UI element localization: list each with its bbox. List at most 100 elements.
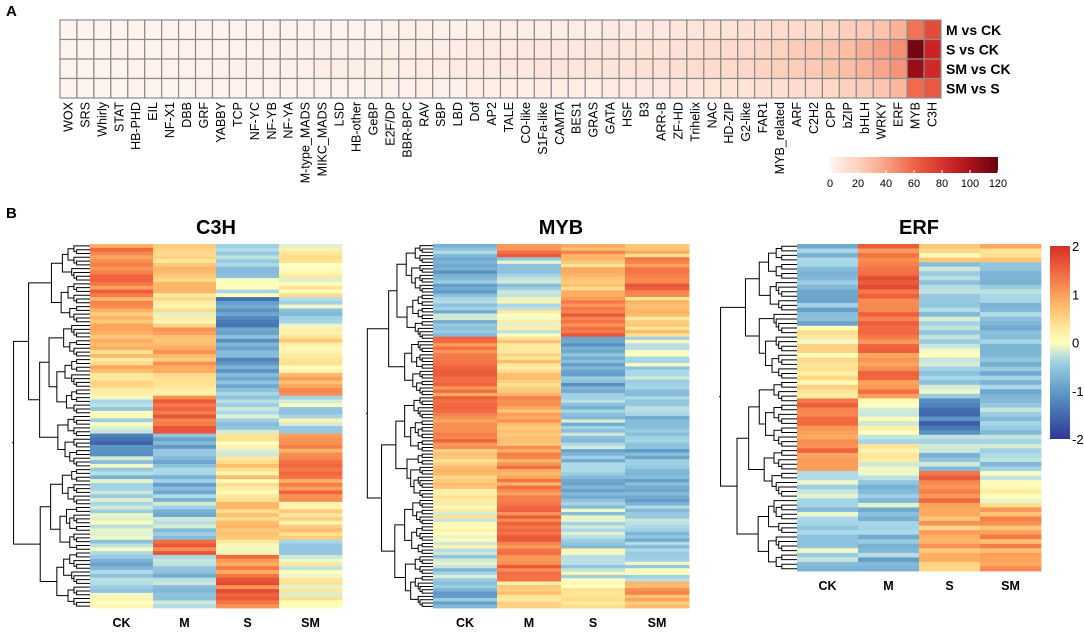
heat-cell xyxy=(497,386,562,390)
heatmap-column-label: SM xyxy=(1001,579,1020,593)
heat-cell xyxy=(499,58,519,80)
heat-cell xyxy=(838,19,857,41)
heat-cell xyxy=(561,601,626,606)
heat-cell xyxy=(279,403,343,408)
heat-cell xyxy=(855,19,874,41)
dendrogram-branch xyxy=(781,254,797,261)
heat-cell xyxy=(216,372,280,378)
heat-cell xyxy=(889,19,908,41)
heat-cell xyxy=(625,260,690,265)
heat-cell xyxy=(980,316,1042,322)
heat-cell xyxy=(90,357,154,362)
heat-cell xyxy=(561,373,626,377)
heat-cell xyxy=(980,357,1042,363)
dendrogram-branch xyxy=(69,452,77,462)
heat-cell xyxy=(153,361,217,366)
heat-cell xyxy=(364,77,383,99)
heat-cell xyxy=(980,561,1042,567)
heat-cell xyxy=(858,293,920,299)
heat-cell xyxy=(90,403,154,408)
heat-cell xyxy=(90,300,154,306)
heat-cell xyxy=(216,338,280,343)
dendrogram-branch xyxy=(61,474,72,494)
heat-cell xyxy=(497,303,562,308)
heat-cell xyxy=(561,277,626,281)
heat-cell xyxy=(497,505,562,510)
dendrogram-branch xyxy=(412,299,419,314)
heat-cell xyxy=(59,77,78,99)
heat-cell xyxy=(497,409,562,414)
heat-cell xyxy=(433,406,498,410)
heat-cell xyxy=(980,439,1042,445)
heat-cell xyxy=(980,248,1042,254)
column-label: DBB xyxy=(180,102,194,128)
heat-cell xyxy=(980,502,1042,508)
heat-cell xyxy=(919,353,981,358)
heat-cell xyxy=(980,443,1042,449)
heat-cell xyxy=(90,270,154,275)
dendrogram-branch xyxy=(421,380,433,386)
heat-cell xyxy=(153,289,217,294)
heat-cell xyxy=(433,244,498,248)
heat-cell xyxy=(787,77,807,99)
heat-cell xyxy=(153,562,217,567)
heat-cell xyxy=(737,38,756,60)
heat-cell xyxy=(625,392,690,397)
heat-cell xyxy=(561,469,626,473)
heat-cell xyxy=(433,591,498,596)
heat-cell xyxy=(797,375,859,381)
heat-cell xyxy=(980,398,1042,404)
heat-cell xyxy=(216,414,280,419)
heat-cell xyxy=(561,508,626,513)
heat-cell xyxy=(497,250,562,255)
heat-cell xyxy=(919,266,981,272)
heat-cell xyxy=(497,568,562,572)
heat-cell xyxy=(90,410,154,416)
dendrogram-branch xyxy=(419,566,433,573)
heat-cell xyxy=(980,421,1042,427)
heat-cell xyxy=(153,247,217,252)
heat-cell xyxy=(561,330,626,334)
heat-cell xyxy=(561,564,626,569)
heat-cell xyxy=(153,509,217,514)
heat-cell xyxy=(90,365,154,370)
heat-cell xyxy=(497,366,562,371)
column-label: M-type_MADS xyxy=(299,102,313,183)
colorbar-tick-label: 20 xyxy=(852,178,864,190)
heat-cell xyxy=(216,312,280,317)
panel-a-label: A xyxy=(6,3,17,20)
heat-cell xyxy=(90,444,154,450)
heat-cell xyxy=(561,253,626,258)
heat-cell xyxy=(90,460,154,465)
heat-cell xyxy=(980,452,1042,458)
dendrogram-branch xyxy=(73,438,90,446)
heat-cell xyxy=(482,77,502,99)
dendrogram-branch xyxy=(419,397,433,404)
heat-cell xyxy=(279,335,343,340)
dendrogram-branch xyxy=(773,313,797,324)
dendrogram-branch xyxy=(405,252,416,276)
heat-cell xyxy=(497,316,562,321)
heat-cell xyxy=(144,58,163,80)
heat-cell xyxy=(216,524,280,529)
heat-cell xyxy=(90,528,154,533)
heat-cell xyxy=(433,564,498,569)
dendrogram-branch xyxy=(28,282,52,401)
dendrogram-branch xyxy=(417,544,423,553)
dendrogram-branch xyxy=(73,378,90,385)
heat-cell xyxy=(177,38,197,60)
heat-cell xyxy=(216,498,280,503)
heat-cell xyxy=(561,412,626,417)
heat-cell xyxy=(497,247,562,252)
heat-cell xyxy=(787,19,807,41)
heat-cell xyxy=(90,498,154,503)
heat-cell xyxy=(561,326,626,331)
heat-cell xyxy=(216,463,280,469)
dendrogram-branch xyxy=(69,536,77,548)
heat-cell xyxy=(980,557,1042,563)
heat-cell xyxy=(279,331,343,336)
heat-cell xyxy=(561,346,626,351)
heat-cell xyxy=(625,445,690,450)
colorbar-gradient xyxy=(830,157,998,173)
colorbar-tick-label: 0 xyxy=(1072,336,1079,351)
